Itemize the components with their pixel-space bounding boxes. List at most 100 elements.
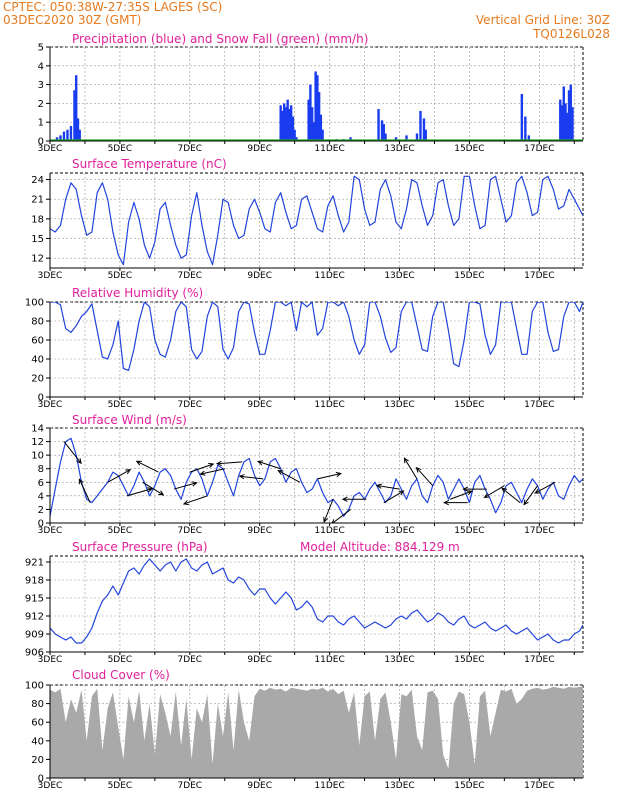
- precip-bar: [527, 135, 531, 141]
- precip-bar: [566, 112, 569, 141]
- precip-bar: [424, 129, 427, 141]
- cloud-xtick-label: 11DEC: [314, 781, 344, 791]
- wind-xtick-label: 5DEC: [108, 526, 133, 536]
- wind-vector: [323, 499, 334, 523]
- precip-bar: [62, 131, 66, 141]
- pressure-xtick-label: 5DEC: [108, 655, 133, 665]
- wind-vector: [462, 486, 487, 492]
- rh-ytick-label: 60: [31, 336, 44, 347]
- precip-bar: [66, 129, 69, 141]
- temp-ytick-label: 18: [31, 214, 44, 225]
- header-issued: 03DEC2020 30Z (GMT): [3, 13, 141, 27]
- temp-xtick-label: 9DEC: [247, 271, 272, 281]
- precip-bar: [524, 116, 527, 141]
- precip-bar: [310, 107, 314, 141]
- precip-xtick-label: 3DEC: [38, 144, 63, 154]
- wind-vector: [383, 490, 405, 504]
- wind-data: [50, 437, 583, 523]
- wind-vector: [63, 441, 82, 465]
- wind-xtick-label: 9DEC: [247, 526, 272, 536]
- pressure-annotation: Model Altitude: 884.129 m: [300, 540, 460, 554]
- temp-ytick-label: 21: [31, 195, 44, 206]
- precip-ytick-label: 1: [38, 118, 44, 129]
- wind-vector: [415, 466, 434, 487]
- wind-vector: [523, 485, 538, 506]
- precip-bar: [405, 135, 408, 141]
- wind-vector: [317, 471, 342, 480]
- precip-bar: [419, 110, 422, 141]
- rh-data: [50, 302, 583, 371]
- rh-ytick-label: 80: [31, 317, 44, 328]
- precip-bar: [394, 137, 398, 141]
- precip-bar: [562, 86, 565, 141]
- wind-panel: 0 2 4 6 8 10 12 14 3DEC 5DEC 7DEC 9DEC 11DEC 13DEC 15D…: [31, 413, 584, 536]
- precip-bar: [279, 105, 282, 141]
- wind-vector: [277, 470, 301, 483]
- wind-vector: [375, 483, 400, 490]
- temp-panel: 12 15 18 21 24 3DEC 5DEC 7DEC 9DEC 11DEC 13DEC 15DE…: [31, 157, 584, 281]
- wind-vector: [78, 478, 91, 503]
- rh-ytick-label: 100: [25, 298, 44, 309]
- wind-vector: [534, 481, 556, 494]
- wind-vector: [483, 485, 505, 498]
- wind-ytick-label: 2: [38, 505, 44, 516]
- cloud-ytick-label: 20: [31, 755, 44, 766]
- precip-bar: [282, 103, 286, 141]
- wind-vector: [189, 462, 215, 473]
- precip-bar: [321, 129, 324, 141]
- precip-title: Precipitation (blue) and Snow Fall (gree…: [72, 32, 368, 46]
- precip-xtick-label: 5DEC: [108, 144, 133, 154]
- wind-vector: [238, 474, 264, 480]
- wind-vector: [443, 500, 468, 506]
- pressure-xtick-label: 11DEC: [314, 655, 344, 665]
- precip-bar: [567, 90, 571, 141]
- precip-bar: [291, 116, 295, 141]
- wind-vector: [341, 496, 367, 502]
- pressure-ytick-label: 918: [25, 576, 44, 587]
- temp-ytick-label: 24: [31, 175, 44, 186]
- precip-bar: [377, 109, 380, 141]
- temp-series-line: [50, 175, 583, 266]
- rh-xtick-label: 3DEC: [38, 400, 63, 410]
- precip-bar: [316, 75, 319, 141]
- precip-bar: [289, 105, 293, 141]
- precip-bar: [564, 103, 567, 141]
- wind-ytick-label: 4: [38, 491, 44, 502]
- wind-ytick-label: 0: [38, 519, 44, 530]
- precip-bar: [559, 99, 562, 141]
- wind-vector: [199, 468, 225, 476]
- temp-ytick-label: 15: [31, 234, 44, 245]
- precip-bar: [312, 122, 316, 141]
- wind-ytick-label: 12: [31, 437, 44, 448]
- pressure-ytick-label: 912: [25, 612, 44, 623]
- precip-bar: [59, 135, 62, 141]
- wind-vector: [135, 460, 159, 473]
- precip-bar: [571, 107, 574, 141]
- wind-xtick-label: 11DEC: [314, 526, 344, 536]
- precip-xtick-label: 11DEC: [314, 144, 344, 154]
- cloud-xtick-label: 13DEC: [384, 781, 414, 791]
- precip-bar: [415, 133, 419, 141]
- precip-bar: [380, 120, 384, 141]
- precip-bar: [75, 75, 78, 141]
- temp-data: [50, 175, 583, 266]
- rh-xtick-label: 15DEC: [454, 400, 484, 410]
- precip-bar: [382, 124, 385, 141]
- rh-xtick-label: 7DEC: [177, 400, 202, 410]
- precip-ytick-label: 5: [38, 43, 44, 54]
- wind-title: Surface Wind (m/s): [72, 413, 187, 427]
- wind-xtick-label: 13DEC: [384, 526, 414, 536]
- wind-vector: [257, 460, 281, 470]
- cloud-ytick-label: 60: [31, 718, 44, 729]
- pressure-ytick-label: 906: [25, 648, 44, 659]
- cloud-cover-area: [50, 686, 583, 778]
- precip-xtick-label: 7DEC: [177, 144, 202, 154]
- wind-vector: [182, 495, 208, 506]
- precip-bar: [69, 125, 73, 141]
- pressure-title: Surface Pressure (hPa): [72, 540, 208, 554]
- precip-bar: [73, 90, 76, 141]
- cloud-ytick-label: 0: [38, 774, 44, 785]
- pressure-xtick-label: 17DEC: [524, 655, 554, 665]
- rh-xtick-label: 5DEC: [108, 400, 133, 410]
- cloud-xtick-label: 17DEC: [524, 781, 554, 791]
